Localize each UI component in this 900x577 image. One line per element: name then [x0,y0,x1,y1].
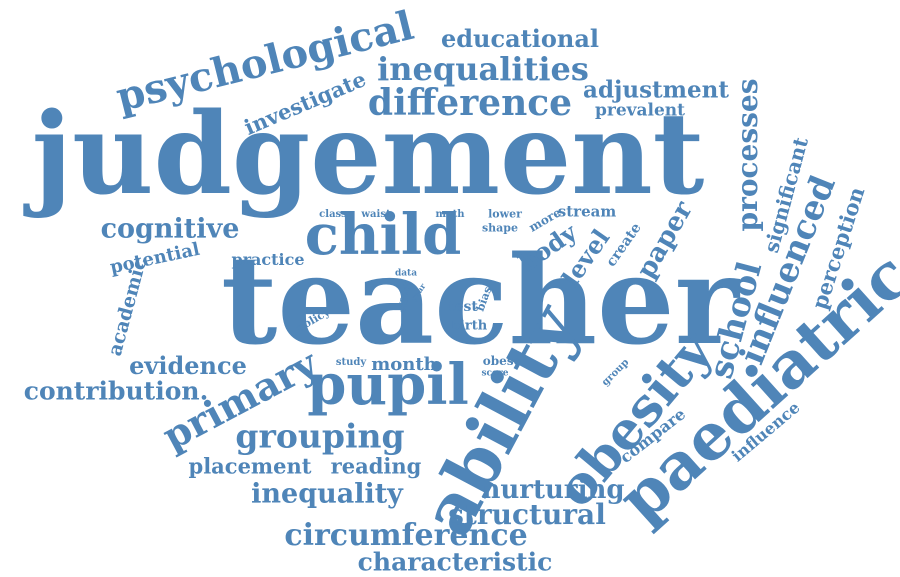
word-prevalent: prevalent [594,100,686,121]
word-pupil: pupil [307,352,469,418]
word-inequality: inequality [251,478,403,510]
word-judgement: judgement [31,89,705,220]
word-structural: structural [448,498,606,531]
word-difference: difference [367,82,573,124]
word-processes: processes [731,78,764,232]
word-math: math [435,209,465,220]
word-circumference: circumference [284,518,528,553]
word-obese: obese [482,354,522,368]
word-stream: stream [557,202,617,221]
word-data: data [394,268,418,279]
word-study: study [335,357,367,368]
word-test: test [448,299,478,315]
word-contribution: contribution. [23,376,209,406]
word-adjustment: adjustment [583,76,729,104]
word-placement: placement [188,453,312,479]
word-lower: lower [488,207,522,221]
word-month: month [371,354,437,375]
word-practice: practice [231,250,305,269]
word-inequalities: inequalities [377,50,589,88]
word-grouping: grouping [235,416,405,456]
word-evidence: evidence [129,351,247,380]
word-potential: potential [108,238,202,279]
word-nurturing: nurturing [481,475,625,505]
word-birth: birth [450,318,488,334]
word-waist: waist [361,209,391,220]
word-class: class [319,209,347,220]
word-cognitive: cognitive [100,213,240,245]
word-characteristic: characteristic [357,547,553,577]
word-child: child [304,202,462,268]
word-teacher: teacher [221,228,739,372]
word-educational: educational [441,24,599,53]
word-reading: reading [330,453,422,479]
word-score: score [481,368,509,379]
word-shape: shape [481,221,519,235]
